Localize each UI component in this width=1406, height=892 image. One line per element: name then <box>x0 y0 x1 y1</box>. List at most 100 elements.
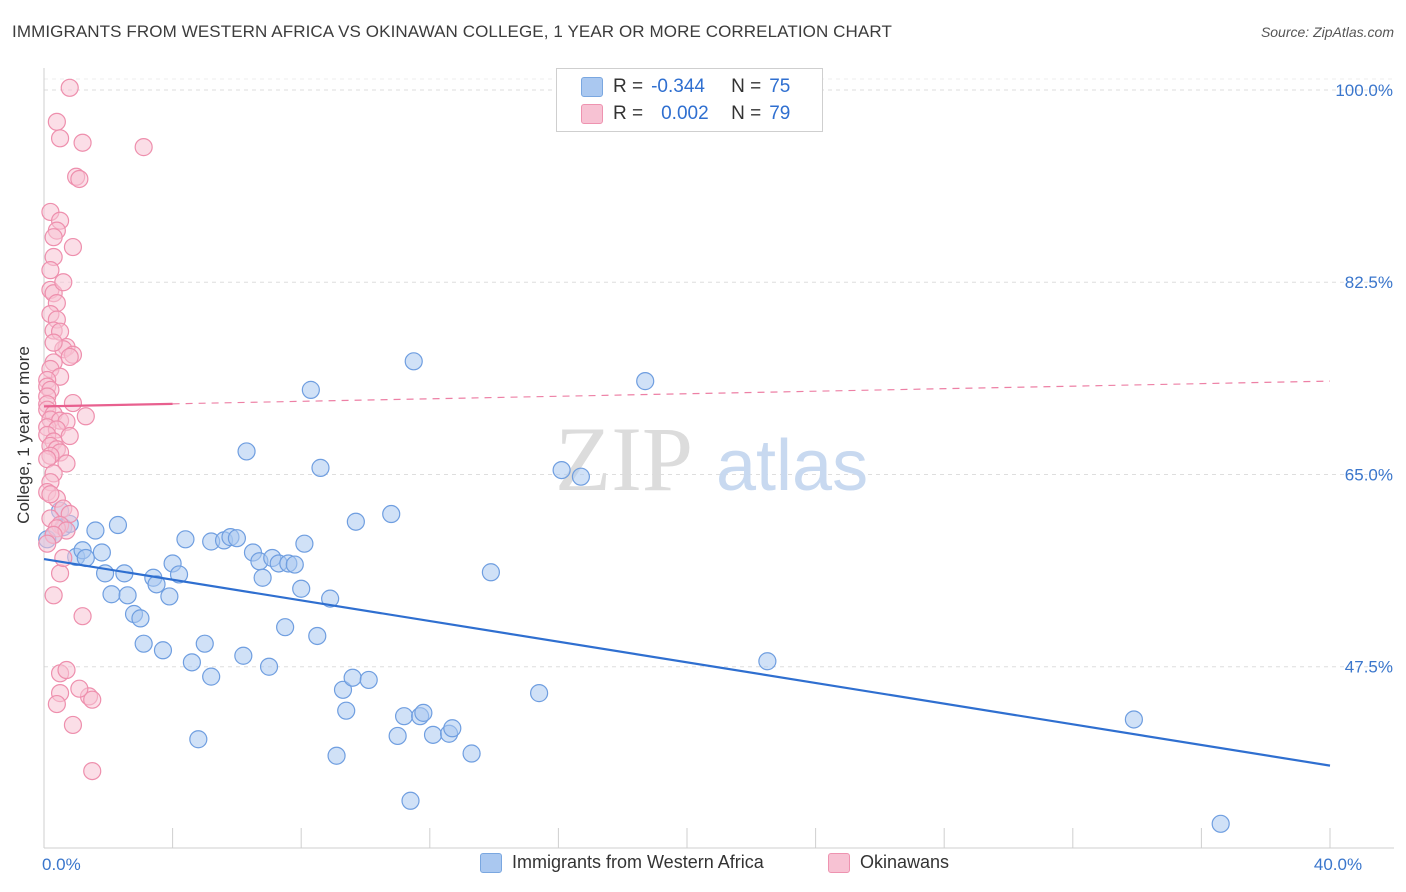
trend-lines <box>43 380 1331 767</box>
point-okinawans <box>76 407 95 426</box>
gridlines <box>44 78 1394 668</box>
point-western-africa <box>394 707 414 726</box>
legend-n-label: N = <box>731 76 762 97</box>
trend-line-western-africa <box>43 557 1331 767</box>
point-okinawans <box>50 564 70 583</box>
legend-n-value: 75 <box>769 76 791 97</box>
point-okinawans <box>47 694 66 714</box>
watermark-atlas: atlas <box>716 426 868 506</box>
point-okinawans <box>44 586 63 605</box>
point-western-africa <box>404 352 423 371</box>
point-okinawans <box>134 138 153 157</box>
point-western-africa <box>346 512 365 531</box>
y-tick-label: 82.5% <box>1345 273 1393 292</box>
axes <box>43 68 1394 849</box>
point-okinawans <box>47 112 66 131</box>
legend-label: Immigrants from Western Africa <box>512 852 764 872</box>
point-western-africa <box>530 684 549 703</box>
point-okinawans <box>38 534 57 553</box>
correlation-legend: R = -0.344 N = 75 R = 0.002 N = 79 <box>556 68 823 132</box>
point-western-africa <box>202 667 221 686</box>
point-western-africa <box>169 565 189 584</box>
watermark: ZIP atlas <box>555 408 868 510</box>
point-western-africa <box>153 641 173 660</box>
point-western-africa <box>147 575 166 594</box>
legend-r-label: R = <box>613 103 644 124</box>
data-points <box>38 78 1230 833</box>
point-okinawans <box>83 761 102 781</box>
trend-line-okinawans-solid <box>43 402 173 408</box>
point-western-africa <box>1124 710 1143 729</box>
point-western-africa <box>388 726 407 746</box>
legend-item-okinawans[interactable]: Okinawans <box>828 852 949 873</box>
point-western-africa <box>253 568 272 587</box>
chart-title: IMMIGRANTS FROM WESTERN AFRICA VS OKINAW… <box>12 22 892 41</box>
x-tick-label: 0.0% <box>42 855 81 874</box>
point-western-africa <box>343 668 362 687</box>
source-label: Source: ZipAtlas.com <box>1260 24 1394 40</box>
point-western-africa <box>134 634 153 653</box>
point-western-africa <box>301 380 320 399</box>
point-western-africa <box>234 646 253 665</box>
point-western-africa <box>237 442 256 461</box>
point-western-africa <box>227 529 246 548</box>
y-axis-label: College, 1 year or more <box>14 346 33 524</box>
legend-n-value: 79 <box>769 103 791 124</box>
point-western-africa <box>102 585 121 604</box>
point-okinawans <box>41 485 60 504</box>
point-okinawans <box>57 660 76 680</box>
point-western-africa <box>462 744 481 763</box>
point-western-africa <box>131 609 150 628</box>
point-western-africa <box>552 460 571 480</box>
y-tick-label: 47.5% <box>1345 658 1393 677</box>
x-tick-label: 40.0% <box>1314 855 1362 874</box>
point-western-africa <box>333 680 353 699</box>
point-western-africa <box>92 543 111 562</box>
point-western-africa <box>189 730 208 749</box>
legend-n-label: N = <box>731 103 762 124</box>
point-okinawans <box>57 454 76 473</box>
point-western-africa <box>311 458 330 477</box>
point-western-africa <box>182 653 201 672</box>
point-western-africa <box>321 589 340 608</box>
point-western-africa <box>160 587 179 606</box>
point-western-africa <box>295 534 314 553</box>
point-western-africa <box>337 701 356 720</box>
point-western-africa <box>359 670 378 690</box>
point-okinawans <box>63 393 83 413</box>
legend-swatch-okinawans <box>828 852 850 873</box>
y-tick-label: 100.0% <box>1335 81 1393 100</box>
series-okinawans <box>38 78 153 781</box>
tick-labels: 100.0% 82.5% 65.0% 47.5% 0.0% 40.0% <box>42 81 1393 874</box>
legend-row-western-africa: R = -0.344 N = 75 <box>581 75 790 99</box>
y-axis-label-wrap: College, 1 year or more <box>6 300 42 570</box>
point-western-africa <box>571 467 591 486</box>
legend-item-western-africa[interactable]: Immigrants from Western Africa <box>480 852 764 873</box>
point-western-africa <box>108 515 128 535</box>
point-western-africa <box>401 791 420 810</box>
point-okinawans <box>73 607 92 626</box>
point-western-africa <box>481 563 500 582</box>
point-western-africa <box>414 703 433 722</box>
point-western-africa <box>86 521 105 540</box>
legend-swatch-western-africa <box>581 77 603 97</box>
y-tick-label: 65.0% <box>1345 465 1393 484</box>
point-okinawans <box>63 237 83 257</box>
point-western-africa <box>423 725 443 744</box>
point-western-africa <box>195 634 214 653</box>
point-western-africa <box>176 530 195 549</box>
point-okinawans <box>50 129 70 148</box>
point-western-africa <box>276 618 295 637</box>
legend-r-value: 0.002 <box>661 103 709 124</box>
point-western-africa <box>1211 814 1230 833</box>
point-okinawans <box>44 333 63 352</box>
watermark-zip: ZIP <box>555 408 693 510</box>
point-okinawans <box>54 273 73 292</box>
point-okinawans <box>63 715 83 735</box>
point-western-africa <box>443 719 462 738</box>
point-western-africa <box>259 657 279 676</box>
series-legend: Immigrants from Western Africa Okinawans <box>0 852 1406 878</box>
point-okinawans <box>60 78 79 97</box>
point-okinawans <box>44 228 63 247</box>
